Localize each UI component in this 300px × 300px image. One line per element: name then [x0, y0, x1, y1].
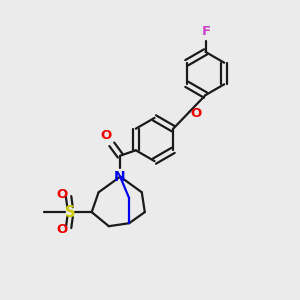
- Text: O: O: [56, 188, 68, 202]
- Text: N: N: [114, 170, 126, 184]
- Text: S: S: [65, 205, 75, 220]
- Text: O: O: [101, 129, 112, 142]
- Text: O: O: [190, 107, 202, 120]
- Text: O: O: [56, 223, 68, 236]
- Text: F: F: [202, 25, 211, 38]
